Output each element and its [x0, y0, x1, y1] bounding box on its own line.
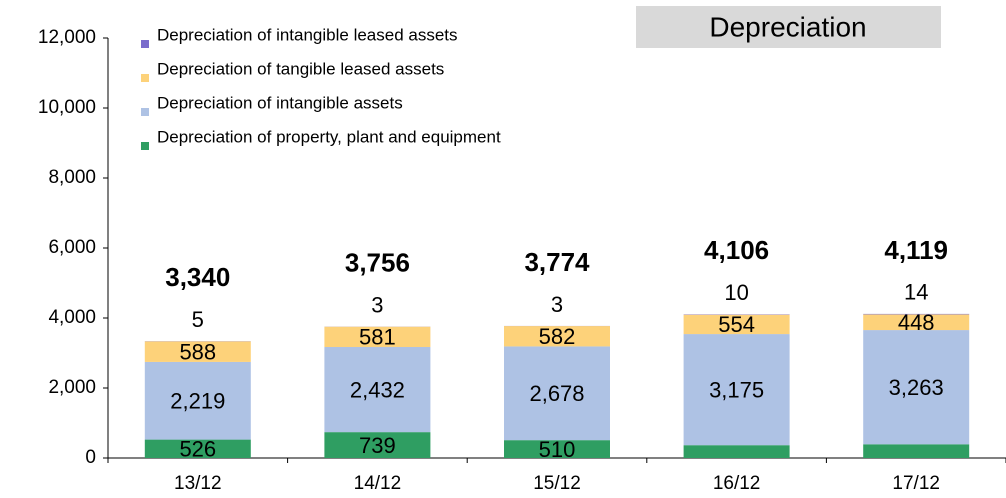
data-label: 3,175: [709, 377, 764, 402]
bar-segment: [324, 347, 431, 433]
data-label: 3: [371, 292, 383, 317]
data-label: 448: [898, 310, 935, 335]
x-tick-label: 15/12: [533, 473, 581, 494]
x-tick-label: 17/12: [892, 473, 940, 494]
data-label: 582: [539, 324, 576, 349]
y-tick-label: 2,000: [48, 377, 96, 398]
bar-segment: [324, 432, 431, 458]
y-tick-label: 6,000: [48, 237, 96, 258]
legend-swatch: [141, 74, 149, 82]
data-label: 581: [359, 325, 396, 350]
bar-segment: [863, 444, 970, 458]
bar-segment: [683, 314, 790, 335]
bar-segment: [863, 330, 970, 445]
data-label: 2,678: [529, 381, 584, 406]
legend-swatch: [141, 142, 149, 150]
x-tick-label: 16/12: [713, 473, 761, 494]
total-label: 4,119: [884, 235, 948, 265]
data-label: 526: [179, 437, 216, 462]
title-box: [636, 6, 941, 48]
legend-label: Depreciation of intangible leased assets: [157, 25, 458, 44]
data-label: 2,432: [350, 377, 405, 402]
data-label: 3: [551, 292, 563, 317]
legend-label: Depreciation of property, plant and equi…: [157, 127, 501, 146]
y-tick-label: 4,000: [48, 307, 96, 328]
chart-title: Depreciation: [709, 11, 866, 42]
data-label: 588: [179, 339, 216, 364]
legend-label: Depreciation of tangible leased assets: [157, 59, 444, 78]
y-tick-label: 0: [85, 447, 96, 468]
x-tick-label: 14/12: [354, 473, 402, 494]
bar-segment: [144, 439, 251, 458]
y-tick-label: 12,000: [38, 27, 96, 48]
total-label: 4,106: [704, 235, 769, 265]
bar-segment: [324, 326, 431, 348]
bar-segment: [863, 314, 970, 331]
data-label: 739: [359, 433, 396, 458]
data-label: 510: [539, 437, 576, 462]
data-label: 2,219: [170, 389, 225, 414]
bar-segment: [144, 341, 251, 362]
bar-segment: [504, 346, 610, 441]
bar-segment: [683, 334, 790, 446]
data-label: 5: [192, 307, 204, 332]
y-tick-label: 8,000: [48, 167, 96, 188]
legend-swatch: [141, 108, 149, 116]
bar-segment: [144, 361, 251, 440]
total-label: 3,340: [165, 262, 230, 292]
y-tick-label: 10,000: [38, 97, 96, 118]
data-label: 3,263: [889, 375, 944, 400]
legend-label: Depreciation of intangible assets: [157, 93, 403, 112]
bar-segment: [504, 440, 610, 458]
data-label: 554: [718, 312, 755, 337]
data-label: 14: [904, 280, 928, 305]
total-label: 3,756: [345, 247, 410, 277]
total-label: 3,774: [524, 247, 590, 277]
legend-swatch: [141, 40, 149, 48]
x-tick-label: 13/12: [174, 473, 222, 494]
bar-segment: [504, 326, 610, 347]
data-label: 10: [724, 280, 748, 305]
bar-segment: [683, 445, 790, 458]
